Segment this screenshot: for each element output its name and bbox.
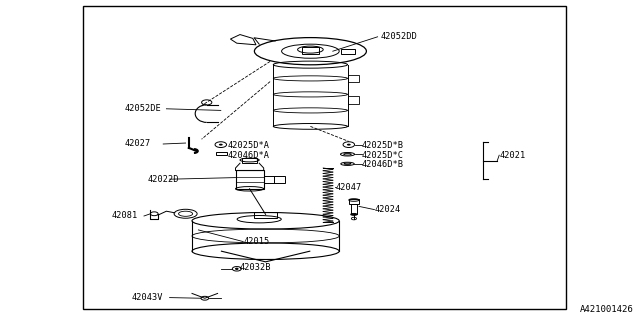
Bar bbox=[341, 49, 355, 54]
Bar bbox=[236, 170, 264, 189]
Text: 42025D*C: 42025D*C bbox=[362, 151, 404, 160]
Text: A421001426: A421001426 bbox=[580, 305, 634, 314]
Circle shape bbox=[347, 144, 351, 146]
Bar bbox=[216, 152, 227, 155]
Bar bbox=[348, 96, 359, 104]
Bar bbox=[348, 75, 359, 82]
Text: 42046D*A: 42046D*A bbox=[227, 151, 269, 160]
Text: 42015: 42015 bbox=[243, 237, 269, 246]
Circle shape bbox=[236, 268, 238, 269]
Text: 42052DD: 42052DD bbox=[381, 32, 417, 41]
Text: 42021: 42021 bbox=[499, 151, 525, 160]
Text: 42046D*B: 42046D*B bbox=[362, 160, 404, 169]
Bar bbox=[242, 158, 257, 163]
Bar bbox=[254, 212, 277, 218]
Text: 42022D: 42022D bbox=[147, 175, 179, 184]
Bar bbox=[302, 47, 319, 54]
Text: 42027: 42027 bbox=[125, 140, 151, 148]
Bar bbox=[274, 176, 285, 183]
Text: 42025D*B: 42025D*B bbox=[362, 141, 404, 150]
Text: 42025D*A: 42025D*A bbox=[227, 141, 269, 150]
Text: 42081: 42081 bbox=[112, 212, 138, 220]
Bar bbox=[83, 6, 566, 309]
Bar bbox=[351, 204, 357, 214]
Bar bbox=[349, 199, 359, 204]
Text: 42032B: 42032B bbox=[240, 263, 271, 272]
Text: 42047: 42047 bbox=[336, 183, 362, 192]
Text: 42043V: 42043V bbox=[131, 293, 163, 302]
Text: 42024: 42024 bbox=[374, 205, 401, 214]
Circle shape bbox=[219, 144, 223, 146]
Text: 42052DE: 42052DE bbox=[125, 104, 161, 113]
